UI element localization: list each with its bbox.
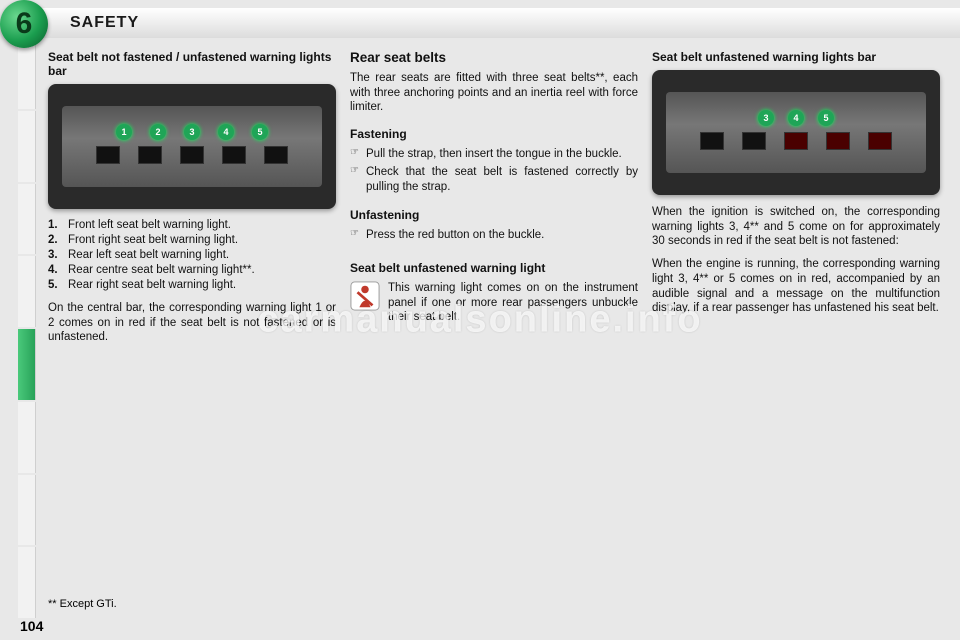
legend-text: Front left seat belt warning light. — [68, 219, 231, 231]
col1-paragraph: On the central bar, the corresponding wa… — [48, 301, 336, 345]
indicator-number: 3 — [758, 110, 774, 126]
col1-heading: Seat belt not fastened / unfastened warn… — [48, 50, 336, 78]
column-2: Rear seat belts The rear seats are fitte… — [350, 48, 638, 610]
fastening-heading: Fastening — [350, 127, 638, 141]
indicator-number: 4 — [218, 124, 234, 140]
unfastening-heading: Unfastening — [350, 208, 638, 222]
indicator-number: 2 — [150, 124, 166, 140]
legend-text: Front right seat belt warning light. — [68, 234, 238, 246]
indicator-number: 3 — [184, 124, 200, 140]
col2-intro: The rear seats are fitted with three sea… — [350, 71, 638, 115]
indicator-number: 5 — [252, 124, 268, 140]
legend-num: 4. — [48, 264, 68, 276]
column-1: Seat belt not fastened / unfastened warn… — [48, 48, 336, 610]
col3-paragraph-2: When the engine is running, the correspo… — [652, 257, 940, 316]
column-3: Seat belt unfastened warning lights bar … — [652, 48, 940, 610]
unfastening-list: Press the red button on the buckle. — [350, 228, 638, 243]
indicator-number: 5 — [818, 110, 834, 126]
legend-num: 3. — [48, 249, 68, 261]
list-item: Press the red button on the buckle. — [350, 228, 638, 243]
legend-list: 1.Front left seat belt warning light. 2.… — [48, 219, 336, 291]
warning-light-heading: Seat belt unfastened warning light — [350, 261, 638, 275]
legend-text: Rear centre seat belt warning light**. — [68, 264, 255, 276]
warning-bar-image-rear: 3 4 5 — [652, 70, 940, 195]
seatbelt-icon — [350, 281, 380, 311]
legend-text: Rear right seat belt warning light. — [68, 279, 236, 291]
footnote: ** Except GTi. — [48, 598, 117, 610]
list-item: Pull the strap, then insert the tongue i… — [350, 147, 638, 162]
legend-text: Rear left seat belt warning light. — [68, 249, 229, 261]
indicator-number: 1 — [116, 124, 132, 140]
section-header: SAFETY — [20, 8, 960, 38]
indicator-number: 4 — [788, 110, 804, 126]
legend-num: 1. — [48, 219, 68, 231]
legend-num: 2. — [48, 234, 68, 246]
list-item: Check that the seat belt is fastened cor… — [350, 165, 638, 194]
page-number: 104 — [20, 618, 43, 634]
fastening-list: Pull the strap, then insert the tongue i… — [350, 147, 638, 194]
side-tab-rail — [18, 38, 36, 620]
col3-heading: Seat belt unfastened warning lights bar — [652, 50, 940, 64]
col2-heading: Rear seat belts — [350, 50, 638, 65]
warning-light-text: This warning light comes on on the instr… — [388, 281, 638, 325]
warning-bar-image-front: 1 2 3 4 5 — [48, 84, 336, 209]
legend-num: 5. — [48, 279, 68, 291]
chapter-number-badge: 6 — [0, 0, 48, 48]
col3-paragraph-1: When the ignition is switched on, the co… — [652, 205, 940, 249]
